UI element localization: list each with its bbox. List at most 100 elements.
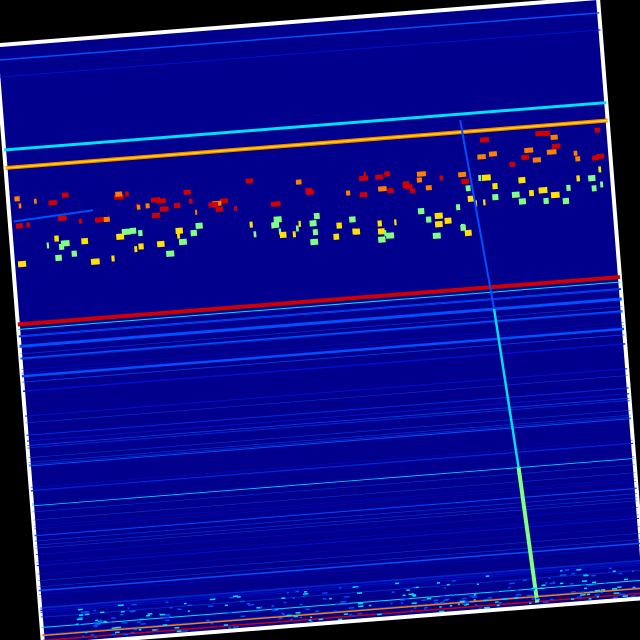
burst-block [295, 225, 299, 232]
noise-speck [570, 582, 574, 585]
noise-speck [570, 590, 576, 593]
burst-block [352, 228, 357, 235]
burst-block [55, 254, 63, 262]
noise-speck [559, 574, 563, 577]
band-line [27, 400, 630, 449]
noise-speck [400, 602, 404, 605]
band-line [5, 119, 608, 169]
noise-speck [412, 595, 417, 597]
noise-speck [612, 596, 619, 599]
noise-speck [348, 607, 355, 609]
noise-speck [376, 613, 382, 616]
noise-speck [303, 591, 308, 593]
burst-trace [13, 209, 94, 223]
burst-block [219, 198, 229, 204]
noise-speck [415, 586, 419, 589]
noise-speck [471, 596, 478, 599]
noise-speck [78, 614, 84, 617]
burst-block [270, 201, 281, 207]
noise-speck [224, 604, 228, 607]
noise-speck [617, 586, 622, 589]
burst-block [385, 232, 395, 239]
noise-speck [344, 595, 350, 598]
burst-block [253, 231, 257, 238]
noise-speck [131, 603, 137, 606]
burst-block [591, 155, 600, 161]
noise-speck [352, 615, 356, 617]
noise-speck [368, 604, 372, 607]
burst-block [416, 171, 427, 177]
band-line [40, 559, 640, 608]
noise-speck [278, 617, 283, 620]
noise-speck [613, 592, 620, 595]
noise-speck [395, 582, 399, 585]
burst-block [178, 238, 188, 246]
band-line [18, 288, 621, 337]
burst-block [461, 178, 470, 185]
noise-speck [501, 598, 509, 600]
burst-block [61, 192, 69, 198]
noise-speck [127, 607, 130, 609]
noise-speck [590, 591, 593, 593]
noise-speck [120, 610, 125, 613]
noise-speck [355, 586, 359, 589]
burst-block [57, 215, 67, 222]
noise-speck [538, 587, 545, 590]
noise-speck [333, 610, 338, 613]
noise-speck [581, 580, 588, 582]
burst-block [598, 166, 602, 173]
noise-speck [513, 596, 519, 599]
burst-block [416, 177, 423, 183]
band-line [35, 500, 638, 549]
burst-block [111, 255, 115, 262]
noise-speck [138, 628, 142, 631]
noise-speck [156, 628, 160, 631]
burst-block [272, 221, 280, 229]
noise-speck [531, 587, 538, 590]
band-line [30, 439, 633, 488]
noise-speck [120, 613, 124, 616]
burst-block [478, 174, 482, 182]
burst-block [591, 185, 597, 192]
noise-speck [483, 606, 490, 609]
burst-block [333, 233, 340, 240]
noise-speck [139, 618, 144, 621]
streak-segment [459, 119, 496, 310]
noise-speck [461, 597, 468, 600]
noise-speck [94, 625, 98, 628]
band-line [42, 586, 640, 635]
burst-block [292, 231, 297, 238]
noise-speck [560, 569, 563, 572]
burst-block [165, 250, 175, 258]
burst-block [460, 224, 467, 231]
noise-speck [493, 590, 500, 593]
noise-speck [246, 602, 251, 605]
noise-speck [487, 596, 493, 599]
noise-speck [84, 613, 90, 616]
burst-block [138, 243, 144, 250]
burst-block [434, 212, 444, 220]
burst-block [599, 181, 604, 188]
burst-block [348, 216, 356, 223]
band-line [22, 334, 625, 383]
noise-speck [286, 614, 292, 617]
noise-speck [464, 600, 470, 603]
band-line [18, 281, 621, 330]
burst-block [121, 228, 131, 236]
noise-speck [600, 589, 606, 591]
noise-speck [140, 622, 146, 625]
band-line [26, 393, 630, 442]
noise-speck [76, 618, 83, 621]
noise-speck [308, 619, 312, 622]
noise-speck [187, 604, 193, 607]
band-line [36, 517, 639, 567]
noise-speck [580, 593, 586, 596]
noise-speck [439, 606, 442, 608]
noise-speck [100, 611, 105, 614]
band-line [40, 560, 640, 609]
band-line [34, 493, 638, 542]
noise-speck [90, 633, 95, 636]
noise-speck [259, 606, 263, 609]
band-line [35, 506, 639, 555]
noise-speck [305, 608, 310, 611]
